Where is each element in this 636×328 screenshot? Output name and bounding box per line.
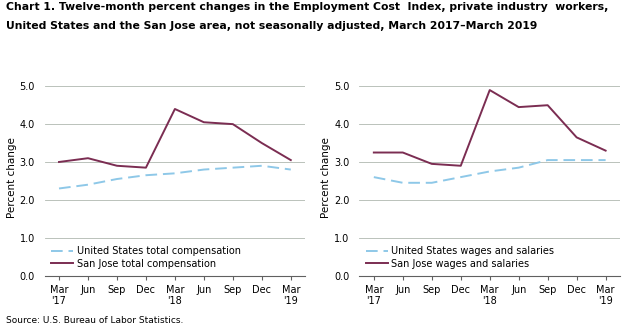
Text: United States and the San Jose area, not seasonally adjusted, March 2017–March 2: United States and the San Jose area, not… bbox=[6, 21, 537, 31]
Legend: United States total compensation, San Jose total compensation: United States total compensation, San Jo… bbox=[48, 242, 244, 273]
Y-axis label: Percent change: Percent change bbox=[321, 137, 331, 217]
Legend: United States wages and salaries, San Jose wages and salaries: United States wages and salaries, San Jo… bbox=[363, 242, 558, 273]
Text: Source: U.S. Bureau of Labor Statistics.: Source: U.S. Bureau of Labor Statistics. bbox=[6, 316, 184, 325]
Y-axis label: Percent change: Percent change bbox=[6, 137, 17, 217]
Text: Chart 1. Twelve-month percent changes in the Employment Cost  Index, private ind: Chart 1. Twelve-month percent changes in… bbox=[6, 2, 609, 11]
